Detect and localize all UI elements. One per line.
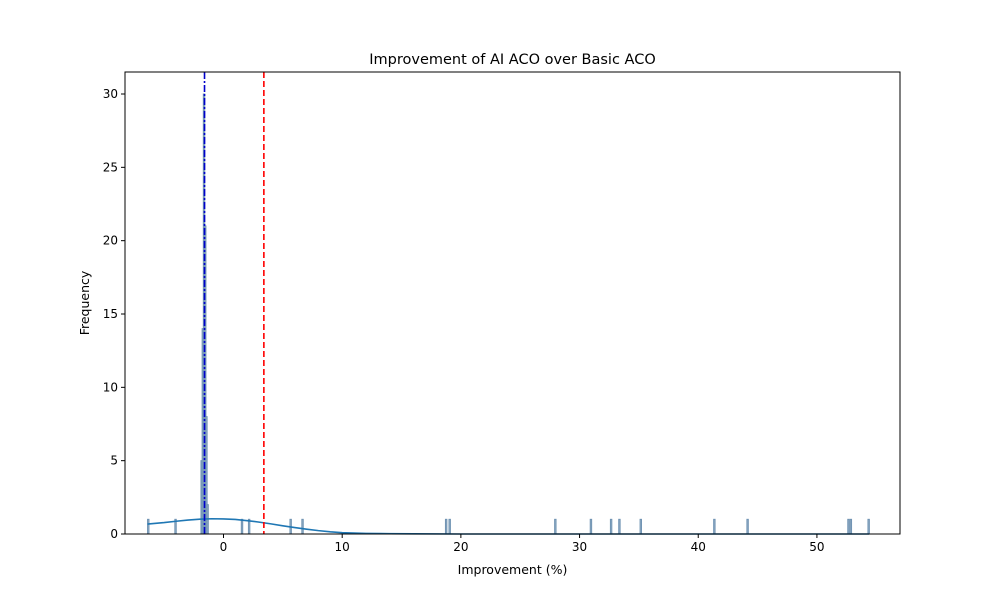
x-axis-label: Improvement (%) [458, 562, 568, 577]
histogram-bar [847, 518, 850, 535]
histogram-bar [639, 518, 642, 535]
y-tick-label: 25 [103, 160, 118, 174]
x-tick-label: 30 [572, 540, 587, 554]
histogram-bar [867, 518, 870, 535]
y-tick-label: 10 [103, 380, 118, 394]
chart-title: Improvement of AI ACO over Basic ACO [369, 52, 656, 68]
y-tick-label: 15 [103, 307, 118, 321]
histogram-bar [589, 518, 593, 535]
histogram-bar [746, 518, 749, 535]
histogram-bar [147, 518, 150, 535]
histogram-bar [713, 518, 716, 535]
y-tick-label: 20 [103, 234, 118, 248]
histogram-bar [240, 518, 244, 535]
x-tick-label: 40 [691, 540, 706, 554]
histogram-bar [849, 518, 853, 535]
histogram-bar [448, 518, 451, 535]
histogram-bar [554, 518, 557, 535]
y-tick-label: 30 [103, 87, 118, 101]
plot-frame [124, 71, 901, 535]
y-axis-label: Frequency [77, 270, 92, 335]
histogram-bar [301, 518, 304, 535]
histogram-bar [444, 518, 448, 535]
x-axis: 0 10 20 30 40 50 [220, 534, 825, 554]
y-axis: 0 5 10 15 20 25 30 [103, 87, 125, 541]
y-tick-label: 0 [110, 527, 118, 541]
x-tick-label: 20 [453, 540, 468, 554]
x-tick-label: 10 [335, 540, 350, 554]
x-tick-label: 50 [809, 540, 824, 554]
histogram-bar [618, 518, 621, 535]
x-tick-label: 0 [220, 540, 228, 554]
histogram-bar [609, 518, 613, 535]
y-tick-label: 5 [110, 454, 118, 468]
